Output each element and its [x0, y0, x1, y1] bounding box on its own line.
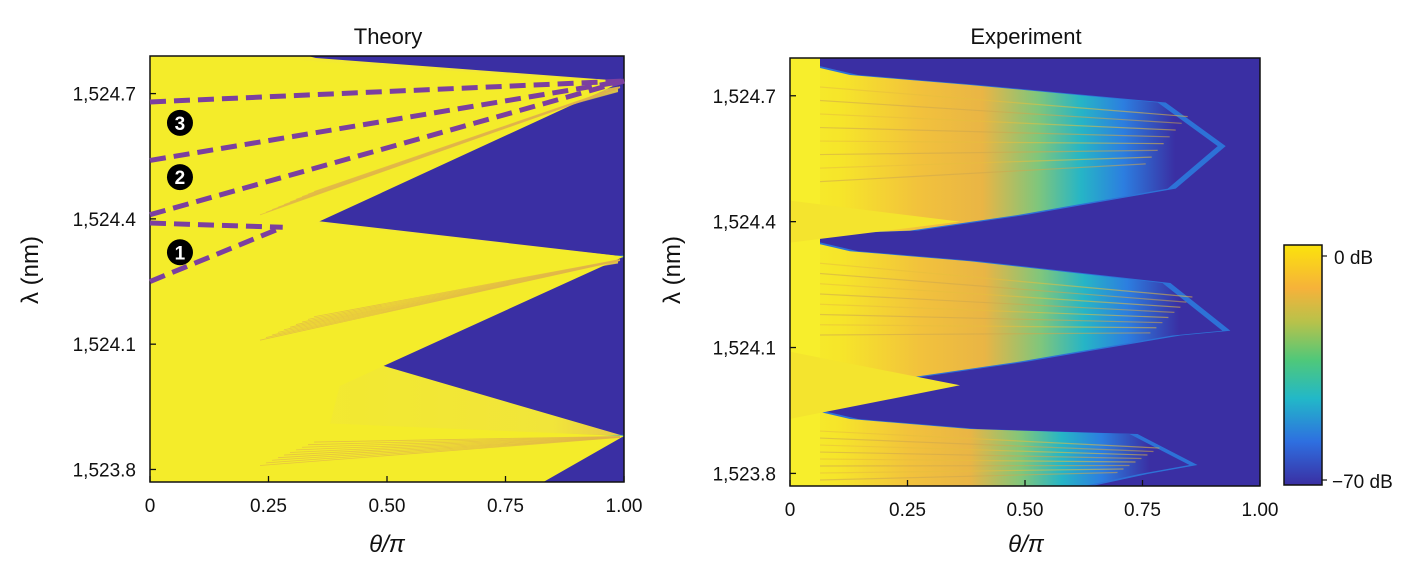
experiment-striation — [819, 468, 1124, 474]
x-tick-label: 0.50 — [369, 496, 406, 517]
annotation-marker-3 — [166, 109, 193, 136]
experiment-striation — [819, 451, 1142, 460]
experiment-bands — [790, 58, 1231, 486]
experiment-panel: Experiment 0 0.25 0.50 0.75 1.00 1,523.81,52… — [659, 24, 1278, 558]
theory-x-ticks: 0 0.25 0.50 0.75 1.00 — [145, 476, 643, 517]
experiment-bridge-region-2 — [790, 351, 960, 419]
annotation-label-3: 3 — [175, 114, 186, 135]
y-tick-label: 1,524.4 — [73, 210, 137, 231]
colorbar-max-label: 0 dB — [1334, 248, 1373, 269]
theory-dashed-line-3 — [149, 78, 625, 218]
theory-striation — [313, 259, 621, 318]
y-tick-label: 1,524.1 — [713, 339, 776, 360]
theory-striation — [313, 435, 621, 443]
annotation-label-2: 2 — [175, 168, 186, 189]
experiment-striation — [819, 126, 1170, 138]
experiment-striation — [819, 430, 1160, 449]
theory-high-region — [150, 56, 624, 482]
annotation-label-1: 1 — [175, 243, 186, 264]
colorbar-gradient — [1283, 244, 1323, 486]
annotation-marker-2 — [166, 164, 193, 191]
theory-striation — [301, 436, 621, 448]
experiment-striation — [819, 99, 1182, 124]
theory-y-ticks: 1,523.8 1,524.1 1,524.4 1,524.7 — [73, 85, 156, 481]
theory-striation — [277, 436, 621, 459]
theory-title: Theory — [354, 24, 422, 49]
experiment-striation — [819, 293, 1175, 313]
theory-annotations: 1 2 3 — [166, 109, 193, 266]
x-tick-label: 0 — [145, 496, 156, 517]
x-tick-label: 0.75 — [487, 496, 524, 517]
experiment-striation — [819, 471, 1118, 481]
y-tick-label: 1,524.1 — [73, 335, 136, 356]
theory-bands — [150, 56, 624, 482]
y-tick-label: 1,523.8 — [73, 460, 136, 481]
theory-striation — [265, 437, 621, 464]
experiment-x-ticks: 0 0.25 0.50 0.75 1.00 — [785, 480, 1279, 521]
colorbar-min-label: −70 dB — [1332, 472, 1393, 493]
experiment-left-high-region — [790, 58, 820, 486]
x-tick-label: 1.00 — [606, 496, 643, 517]
experiment-striation — [819, 262, 1193, 298]
experiment-striation — [819, 324, 1157, 329]
experiment-striation — [819, 140, 1164, 145]
theory-striation — [313, 86, 621, 192]
experiment-striation — [819, 313, 1163, 324]
experiment-striation — [819, 156, 1152, 169]
experiment-striation — [819, 464, 1130, 467]
x-tick-label: 0.75 — [1124, 500, 1161, 521]
experiment-striation — [819, 332, 1151, 336]
experiment-striation — [819, 458, 1136, 463]
experiment-striation — [819, 163, 1146, 183]
theory-x-axis-label: θ/π — [369, 531, 406, 558]
y-tick-label: 1,524.4 — [713, 213, 777, 234]
experiment-striation — [819, 303, 1169, 319]
x-tick-label: 0.50 — [1007, 500, 1044, 521]
y-tick-label: 1,524.7 — [73, 85, 136, 106]
theory-dashed-line-1 — [149, 78, 625, 105]
x-tick-label: 1.00 — [1242, 500, 1279, 521]
x-tick-label: 0.25 — [889, 500, 926, 521]
experiment-striation — [819, 283, 1181, 308]
theory-striation — [289, 436, 621, 453]
theory-striation — [307, 436, 621, 446]
theory-dashed-line-2 — [149, 78, 625, 163]
experiment-bridge-region-1 — [790, 200, 960, 243]
colorbar: 0 dB −70 dB — [1283, 244, 1393, 493]
theory-panel: Theory 123 0 0.25 0.50 0.75 1.00 1,523.81,52… — [17, 24, 643, 558]
y-tick-label: 1,523.8 — [713, 464, 776, 485]
experiment-y-ticks: 1,523.8 1,524.1 1,524.4 1,524.7 — [713, 87, 796, 485]
experiment-striation — [819, 86, 1188, 118]
experiment-striation — [819, 437, 1154, 453]
y-tick-label: 1,524.7 — [713, 87, 776, 108]
experiment-striation — [819, 272, 1187, 303]
experiment-striation — [819, 113, 1176, 131]
experiment-band-2 — [790, 237, 1223, 382]
experiment-x-axis-label: θ/π — [1008, 531, 1045, 558]
theory-dashed-lines — [149, 78, 625, 284]
experiment-band-3 — [790, 60, 1218, 235]
theory-striation — [271, 436, 621, 461]
x-tick-label: 0.25 — [250, 496, 287, 517]
theory-striation — [283, 436, 621, 456]
theory-y-axis-label: λ (nm) — [17, 236, 44, 304]
theory-dashed-line-4 — [149, 220, 283, 230]
experiment-striation — [819, 149, 1158, 156]
experiment-title: Experiment — [970, 24, 1081, 49]
theory-striation — [259, 437, 621, 466]
theory-striation — [295, 436, 621, 451]
x-tick-label: 0 — [785, 500, 796, 521]
experiment-striation — [819, 444, 1148, 456]
annotation-marker-1 — [166, 239, 193, 266]
experiment-y-axis-label: λ (nm) — [659, 236, 686, 304]
